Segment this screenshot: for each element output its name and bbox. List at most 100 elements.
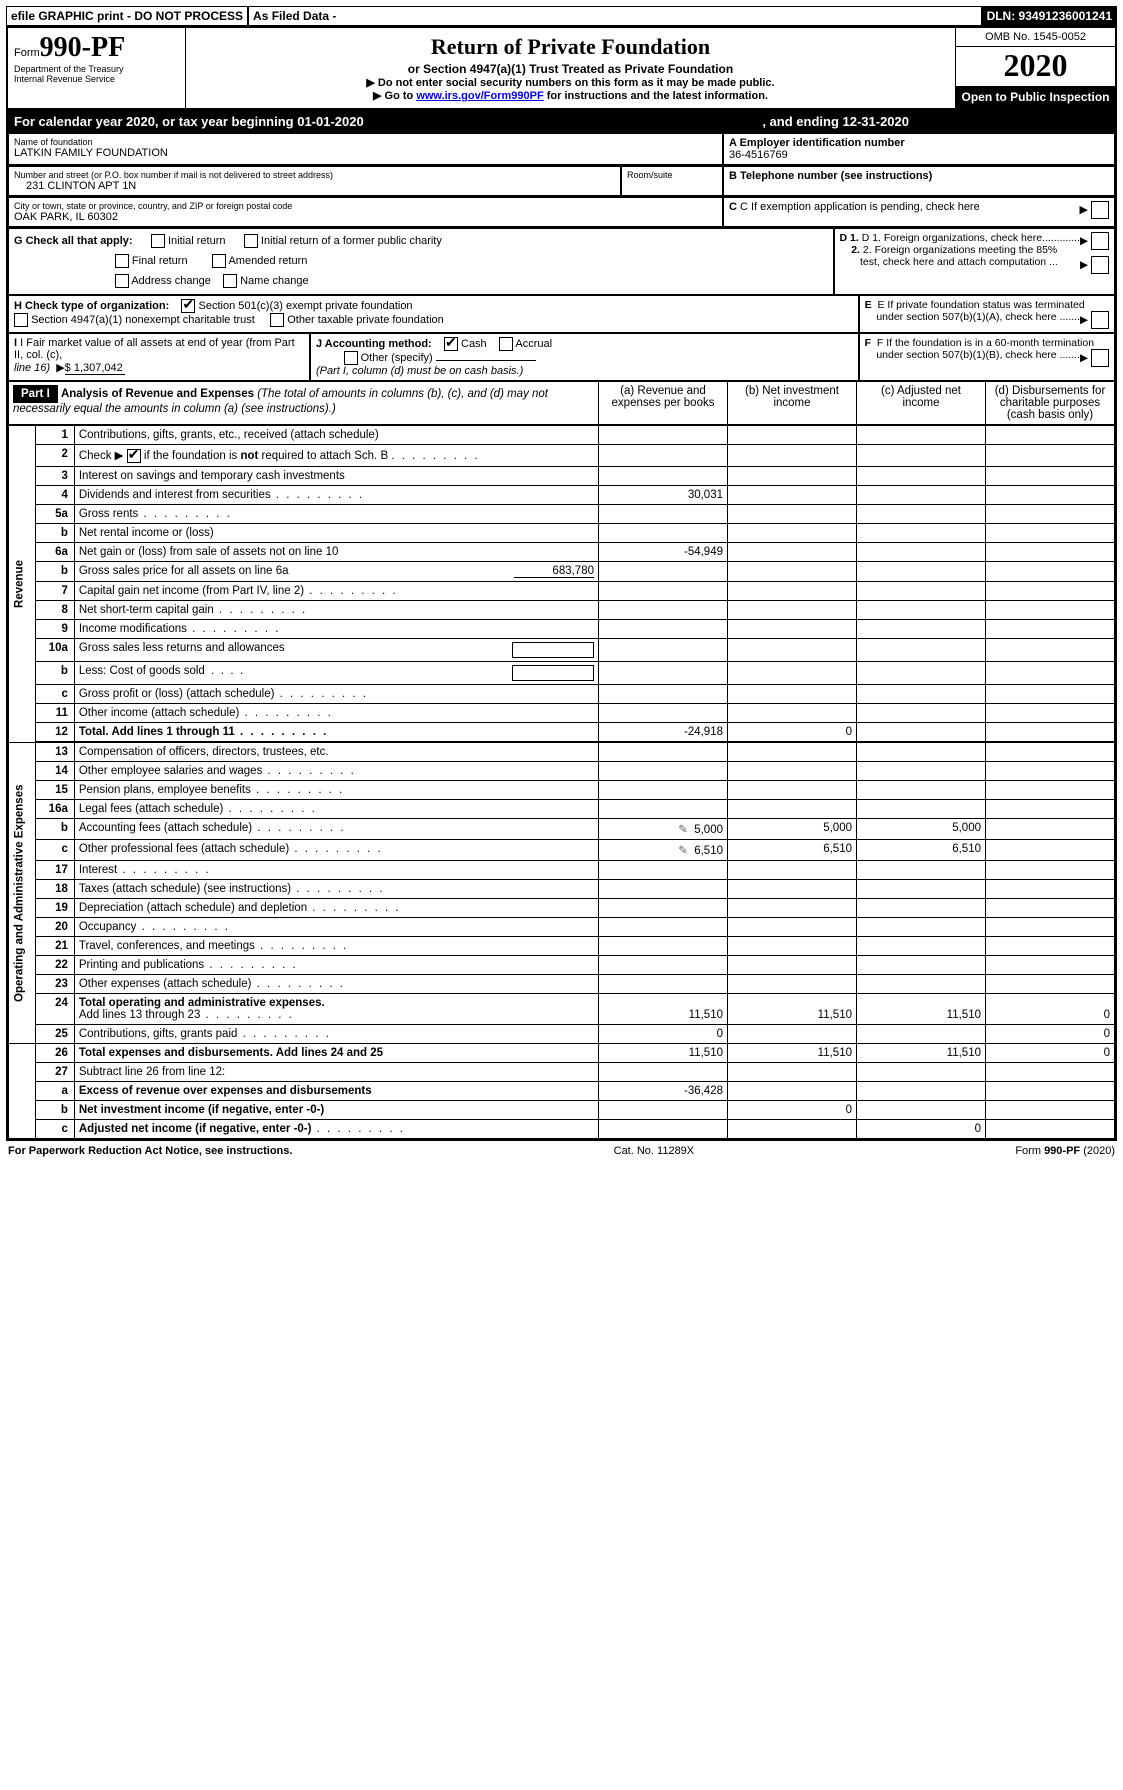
- h-e-row: H Check type of organization: Section 50…: [8, 295, 1115, 333]
- l10b-desc: Less: Cost of goods sold: [79, 665, 205, 677]
- l12-desc: Total. Add lines 1 through 11: [79, 726, 235, 738]
- g1-label: Initial return: [168, 235, 225, 247]
- e-checkbox[interactable]: [1091, 311, 1109, 329]
- l15-desc: Pension plans, employee benefits: [79, 784, 251, 796]
- i-line: line 16): [14, 362, 50, 374]
- table-row: bNet investment income (if negative, ent…: [9, 1101, 1115, 1120]
- table-row: 12Total. Add lines 1 through 11-24,9180: [9, 723, 1115, 742]
- tax-year: 2020: [955, 47, 1115, 86]
- city-value: OAK PARK, IL 60302: [14, 211, 717, 223]
- page-footer: For Paperwork Reduction Act Notice, see …: [6, 1141, 1117, 1157]
- address-label: Number and street (or P.O. box number if…: [14, 170, 615, 180]
- table-row: 6aNet gain or (loss) from sale of assets…: [9, 543, 1115, 562]
- l26-d: 0: [986, 1044, 1115, 1063]
- ein-label: A Employer identification number: [729, 137, 1109, 149]
- f-cell: F F If the foundation is in a 60-month t…: [859, 333, 1115, 381]
- table-row: 5aGross rents: [9, 505, 1115, 524]
- h-other-checkbox[interactable]: [270, 313, 284, 327]
- l25-desc: Contributions, gifts, grants paid: [79, 1028, 238, 1040]
- table-row: 26Total expenses and disbursements. Add …: [9, 1044, 1115, 1063]
- l24-d: 0: [986, 994, 1115, 1025]
- col-d-header: (d) Disbursements for charitable purpose…: [986, 382, 1115, 425]
- table-row: 10aGross sales less returns and allowanc…: [9, 639, 1115, 662]
- i-value: $ 1,307,042: [65, 362, 125, 375]
- name-cell: Name of foundation LATKIN FAMILY FOUNDAT…: [8, 133, 723, 165]
- g5-label: Address change: [131, 275, 211, 287]
- l26-desc: Total expenses and disbursements. Add li…: [74, 1044, 598, 1063]
- j-other-checkbox[interactable]: [344, 351, 358, 365]
- g6-label: Name change: [240, 275, 309, 287]
- g-amended-checkbox[interactable]: [212, 254, 226, 268]
- c-checkbox[interactable]: [1091, 201, 1109, 219]
- form-title: Return of Private Foundation: [196, 34, 945, 60]
- j-accrual-checkbox[interactable]: [499, 337, 513, 351]
- c-cell: C C If exemption application is pending,…: [723, 197, 1115, 227]
- g-name-change-checkbox[interactable]: [223, 274, 237, 288]
- l16b-c: 5,000: [857, 819, 986, 840]
- h2-label: Section 4947(a)(1) nonexempt charitable …: [31, 314, 255, 326]
- table-row: 8Net short-term capital gain: [9, 601, 1115, 620]
- f-checkbox[interactable]: [1091, 349, 1109, 367]
- h3-label: Other taxable private foundation: [287, 314, 444, 326]
- form-year-block: OMB No. 1545-0052 2020 Open to Public In…: [955, 28, 1115, 108]
- l24-a: 11,510: [599, 994, 728, 1025]
- form-number-block: Form990-PF Department of the Treasury In…: [8, 28, 186, 108]
- d1-checkbox[interactable]: [1091, 232, 1109, 250]
- l21-desc: Travel, conferences, and meetings: [79, 940, 255, 952]
- e1-label: E If private foundation status was termi…: [878, 299, 1085, 311]
- attach-icon[interactable]: ✎: [678, 824, 688, 836]
- i-label: I Fair market value of all assets at end…: [14, 337, 295, 361]
- l27a-desc: Excess of revenue over expenses and disb…: [74, 1082, 598, 1101]
- l14-desc: Other employee salaries and wages: [79, 765, 262, 777]
- attach-icon[interactable]: ✎: [678, 845, 688, 857]
- h-4947-checkbox[interactable]: [14, 313, 28, 327]
- j-cash-checkbox[interactable]: [444, 337, 458, 351]
- l27b-b: 0: [728, 1101, 857, 1120]
- g-initial-former-checkbox[interactable]: [244, 234, 258, 248]
- l16b-b: 5,000: [728, 819, 857, 840]
- l12-b: 0: [728, 723, 857, 742]
- h-label: H Check type of organization:: [14, 300, 169, 312]
- omb-number: OMB No. 1545-0052: [955, 28, 1115, 47]
- g-final-return-checkbox[interactable]: [115, 254, 129, 268]
- foundation-name: LATKIN FAMILY FOUNDATION: [14, 147, 717, 159]
- g-cell: G Check all that apply: Initial return I…: [8, 228, 834, 295]
- g-address-change-checkbox[interactable]: [115, 274, 129, 288]
- l27a-a: -36,428: [599, 1082, 728, 1101]
- irs-link[interactable]: www.irs.gov/Form990PF: [416, 90, 543, 102]
- part1-body-table: Revenue 1 Contributions, gifts, grants, …: [8, 425, 1115, 1139]
- revenue-side-label: Revenue: [9, 426, 36, 743]
- l2b: if the foundation is: [144, 450, 241, 462]
- h-501c3-checkbox[interactable]: [181, 299, 195, 313]
- l6a-desc: Net gain or (loss) from sale of assets n…: [74, 543, 598, 562]
- l11-desc: Other income (attach schedule): [79, 707, 239, 719]
- l16a-desc: Legal fees (attach schedule): [79, 803, 223, 815]
- part1-title: Analysis of Revenue and Expenses: [61, 388, 254, 400]
- name-label: Name of foundation: [14, 137, 717, 147]
- f2-label: under section 507(b)(1)(B), check here .…: [876, 349, 1080, 361]
- l23-desc: Other expenses (attach schedule): [79, 978, 252, 990]
- table-row: 15Pension plans, employee benefits: [9, 781, 1115, 800]
- form-number: 990-PF: [40, 32, 126, 63]
- ein-value: 36-4516769: [729, 149, 1109, 161]
- l16c-desc: Other professional fees (attach schedule…: [79, 843, 289, 855]
- l24-c: 11,510: [857, 994, 986, 1025]
- form-header: Form990-PF Department of the Treasury In…: [8, 28, 1115, 110]
- d1-label: D 1. Foreign organizations, check here..…: [862, 232, 1080, 244]
- schb-checkbox[interactable]: [127, 449, 141, 463]
- l27b-desc: Net investment income (if negative, ente…: [74, 1101, 598, 1120]
- pra-notice: For Paperwork Reduction Act Notice, see …: [8, 1145, 292, 1157]
- table-row: bGross sales price for all assets on lin…: [9, 562, 1115, 582]
- address-cell: Number and street (or P.O. box number if…: [8, 166, 621, 196]
- phone-cell: B Telephone number (see instructions): [723, 166, 1115, 196]
- part1-label: Part I: [13, 385, 58, 403]
- l24-b: 11,510: [728, 994, 857, 1025]
- l24b-desc: Add lines 13 through 23: [79, 1009, 200, 1021]
- table-row: bNet rental income or (loss): [9, 524, 1115, 543]
- expenses-side-label: Operating and Administrative Expenses: [9, 743, 36, 1044]
- table-row: 25Contributions, gifts, grants paid00: [9, 1025, 1115, 1044]
- d2-checkbox[interactable]: [1091, 256, 1109, 274]
- l25-a: 0: [599, 1025, 728, 1044]
- g-initial-return-checkbox[interactable]: [151, 234, 165, 248]
- l27c-c: 0: [857, 1120, 986, 1139]
